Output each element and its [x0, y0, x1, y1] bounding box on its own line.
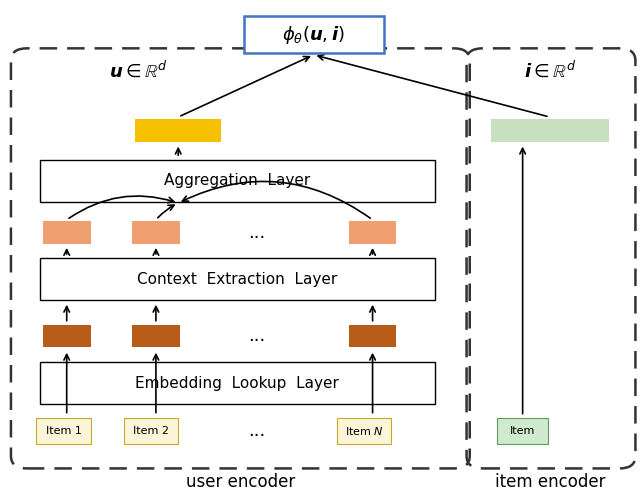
Text: Embedding  Lookup  Layer: Embedding Lookup Layer: [135, 376, 339, 391]
Bar: [40, 362, 435, 404]
Text: Context  Extraction  Layer: Context Extraction Layer: [137, 272, 337, 287]
Bar: [124, 418, 178, 444]
Text: ...: ...: [248, 327, 265, 345]
Bar: [135, 118, 221, 142]
Bar: [337, 418, 392, 444]
Text: item encoder: item encoder: [495, 473, 606, 491]
Bar: [132, 221, 180, 244]
Text: user encoder: user encoder: [186, 473, 295, 491]
Bar: [349, 221, 396, 244]
Bar: [491, 118, 609, 142]
Text: $\boldsymbol{u} \in \mathbb{R}^d$: $\boldsymbol{u} \in \mathbb{R}^d$: [109, 60, 168, 81]
Bar: [43, 325, 91, 347]
Bar: [43, 221, 91, 244]
Text: $\phi_{\theta}(\boldsymbol{u}, \boldsymbol{i})$: $\phi_{\theta}(\boldsymbol{u}, \boldsymb…: [282, 24, 345, 46]
Bar: [36, 418, 91, 444]
Bar: [497, 418, 548, 444]
Bar: [132, 325, 180, 347]
Text: Item 2: Item 2: [133, 426, 169, 436]
Bar: [40, 160, 435, 202]
Text: ...: ...: [248, 422, 265, 440]
Text: $\boldsymbol{i} \in \mathbb{R}^d$: $\boldsymbol{i} \in \mathbb{R}^d$: [524, 60, 577, 81]
Bar: [244, 16, 384, 53]
Bar: [40, 258, 435, 300]
Bar: [349, 325, 396, 347]
Text: ...: ...: [248, 224, 265, 242]
Text: Aggregation  Layer: Aggregation Layer: [164, 173, 310, 188]
Text: Item $N$: Item $N$: [345, 425, 384, 437]
Text: Item 1: Item 1: [45, 426, 81, 436]
Text: Item: Item: [510, 426, 535, 436]
